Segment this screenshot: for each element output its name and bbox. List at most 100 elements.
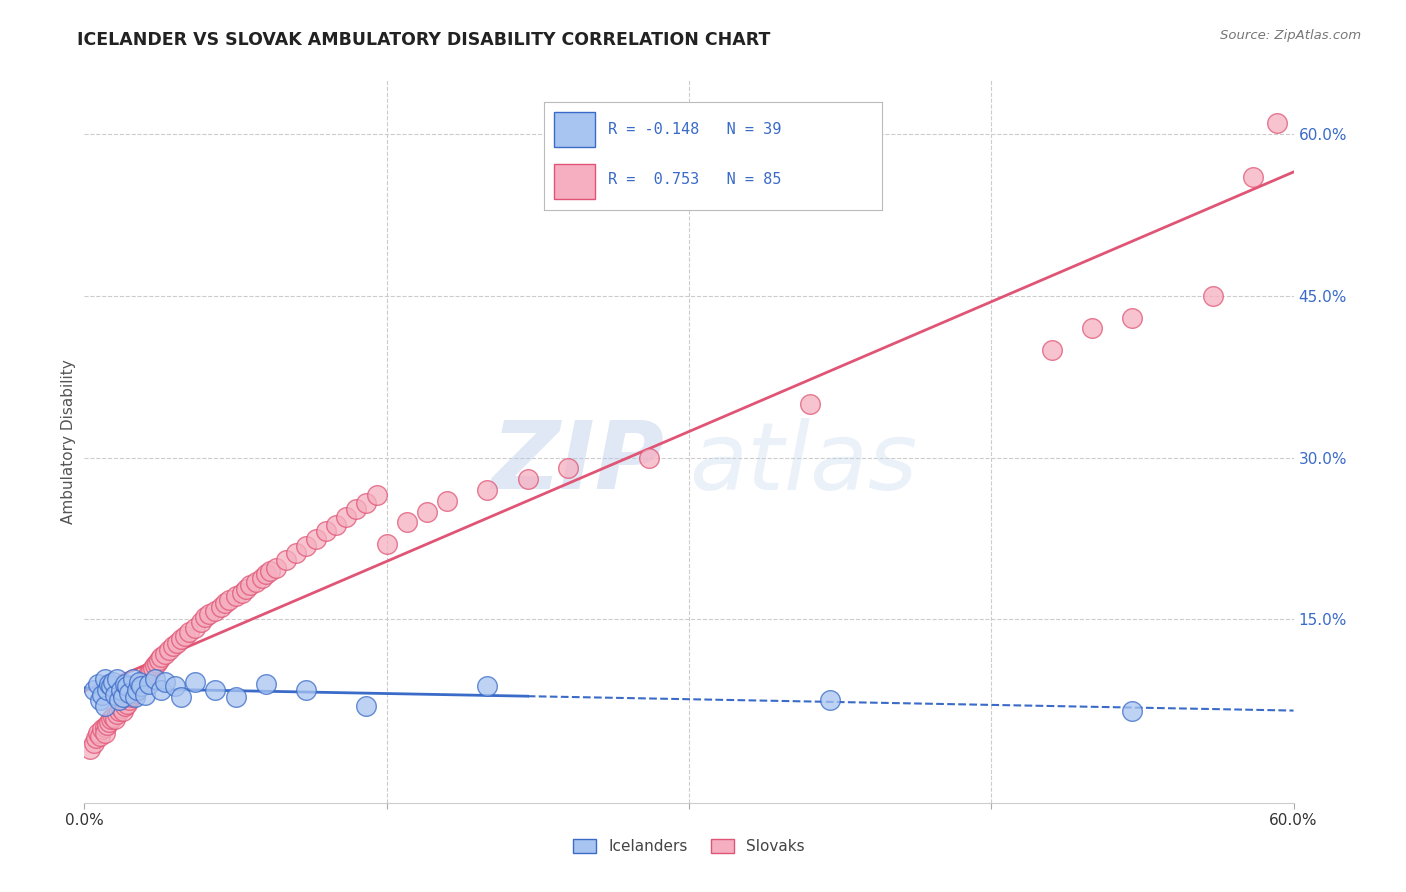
Point [83, 682, 105, 697]
Point [138, 677, 160, 691]
Point [477, 679, 499, 693]
Point [204, 604, 226, 618]
Point [96, 682, 118, 697]
Point [101, 675, 124, 690]
Point [79, 742, 101, 756]
Point [235, 582, 257, 597]
Point [91, 723, 114, 737]
Point [225, 690, 247, 705]
Point [335, 510, 357, 524]
Point [254, 567, 277, 582]
Point [89, 693, 111, 707]
Point [1040, 343, 1063, 357]
Point [245, 574, 267, 589]
Point [114, 698, 136, 713]
Point [143, 672, 166, 686]
Point [259, 564, 281, 578]
Point [128, 675, 150, 690]
Point [153, 647, 176, 661]
Point [125, 682, 148, 697]
Point [179, 625, 201, 640]
Point [1121, 310, 1143, 325]
Point [295, 539, 318, 553]
Point [100, 679, 122, 693]
Point [198, 607, 221, 621]
Point [110, 682, 132, 697]
Point [100, 712, 122, 726]
Point [93, 698, 115, 713]
Point [121, 672, 143, 686]
Point [295, 682, 318, 697]
Point [356, 496, 378, 510]
Point [149, 650, 172, 665]
Point [231, 585, 253, 599]
Point [132, 675, 155, 690]
Point [218, 593, 240, 607]
Point [105, 707, 128, 722]
Point [165, 679, 187, 693]
Point [395, 516, 418, 530]
Point [225, 589, 247, 603]
Point [274, 553, 297, 567]
Point [96, 718, 118, 732]
Point [194, 610, 217, 624]
Point [184, 675, 207, 690]
Point [115, 679, 138, 693]
Point [114, 677, 136, 691]
Point [516, 472, 538, 486]
Point [124, 686, 146, 700]
Point [356, 698, 378, 713]
Point [128, 679, 150, 693]
Point [124, 690, 146, 705]
Text: ZIP: ZIP [492, 417, 665, 509]
Point [111, 690, 134, 705]
Point [101, 709, 124, 723]
Point [214, 596, 236, 610]
Point [89, 729, 111, 743]
Point [436, 493, 458, 508]
Point [87, 677, 110, 691]
Point [104, 712, 127, 726]
Point [107, 693, 129, 707]
Point [315, 524, 337, 538]
Point [120, 690, 142, 705]
Point [93, 672, 115, 686]
Point [1121, 704, 1143, 718]
Point [143, 657, 166, 672]
Point [121, 688, 143, 702]
Point [325, 517, 347, 532]
Point [1267, 116, 1289, 130]
Point [146, 656, 169, 670]
Point [184, 621, 207, 635]
Point [125, 682, 148, 697]
Point [477, 483, 499, 497]
Point [305, 532, 328, 546]
Point [346, 502, 368, 516]
Point [110, 701, 132, 715]
Point [93, 720, 115, 734]
Point [264, 560, 287, 574]
Point [129, 677, 152, 691]
Point [139, 665, 162, 679]
Point [129, 679, 152, 693]
Point [83, 737, 105, 751]
Point [149, 682, 172, 697]
Point [166, 636, 188, 650]
Point [285, 546, 308, 560]
Point [1202, 289, 1225, 303]
Point [366, 488, 388, 502]
Point [87, 725, 110, 739]
Legend: Icelanders, Slovaks: Icelanders, Slovaks [567, 832, 811, 860]
Point [157, 642, 180, 657]
Point [134, 672, 156, 686]
Point [91, 688, 114, 702]
Point [93, 725, 115, 739]
Text: ICELANDER VS SLOVAK AMBULATORY DISABILITY CORRELATION CHART: ICELANDER VS SLOVAK AMBULATORY DISABILIT… [77, 31, 770, 49]
Point [799, 397, 821, 411]
Point [118, 686, 141, 700]
Point [1241, 170, 1264, 185]
Point [162, 640, 184, 654]
Point [138, 666, 160, 681]
Point [250, 572, 273, 586]
Point [153, 675, 176, 690]
